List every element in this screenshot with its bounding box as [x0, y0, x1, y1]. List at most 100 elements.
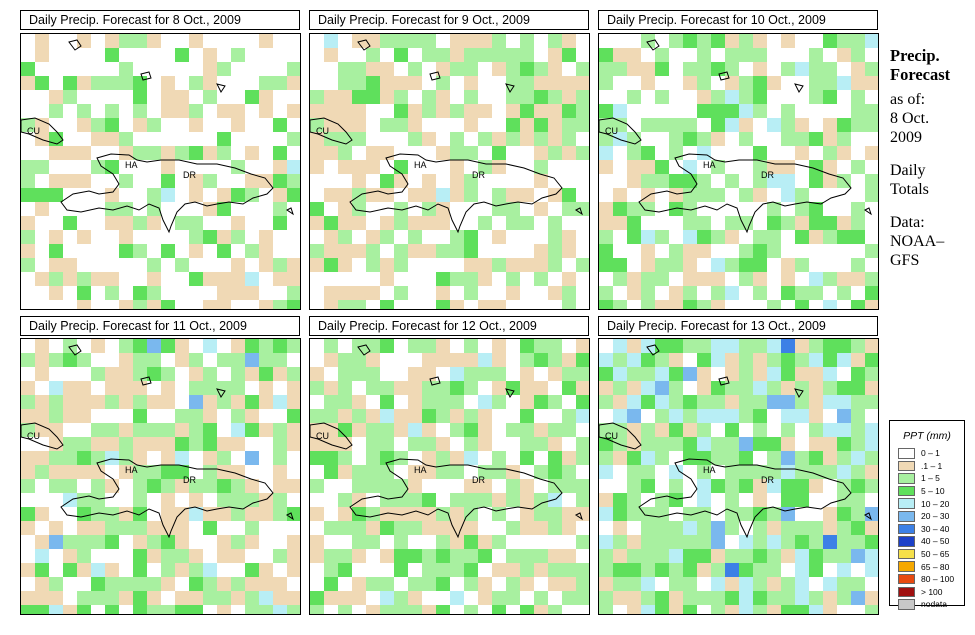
cuba-coastline	[310, 422, 353, 450]
precip-cell	[781, 549, 795, 563]
precip-cell	[119, 353, 133, 367]
precip-cell	[436, 272, 450, 286]
precip-cell	[548, 146, 562, 160]
precip-cell	[548, 286, 562, 300]
precip-cell	[422, 563, 436, 577]
precip-cell	[217, 339, 231, 353]
legend-swatch	[898, 485, 915, 497]
precip-cell	[394, 216, 408, 230]
precip-cell	[366, 132, 380, 146]
precip-cell	[492, 451, 506, 465]
precip-cell	[436, 451, 450, 465]
precip-cell	[119, 423, 133, 437]
precip-cell	[548, 535, 562, 549]
precip-cell	[436, 521, 450, 535]
precip-cell	[338, 62, 352, 76]
precip-cell	[697, 90, 711, 104]
precip-cell	[767, 272, 781, 286]
precip-cell	[49, 286, 63, 300]
precip-cell	[599, 339, 613, 353]
precip-cell	[655, 62, 669, 76]
precip-cell	[464, 409, 478, 423]
precip-cell	[576, 451, 589, 465]
precip-cell	[534, 353, 548, 367]
precip-cell	[613, 104, 627, 118]
precip-cell	[77, 465, 91, 479]
precip-cell	[422, 381, 436, 395]
precip-cell	[520, 507, 534, 521]
precip-cell	[189, 451, 203, 465]
precip-cell	[725, 451, 739, 465]
precip-cell	[576, 535, 589, 549]
precip-cell	[324, 76, 338, 90]
precip-cell	[711, 577, 725, 591]
precip-cell	[310, 160, 324, 174]
precip-cell	[767, 521, 781, 535]
precip-cell	[725, 90, 739, 104]
precip-cell	[217, 244, 231, 258]
precip-cell	[492, 339, 506, 353]
precip-cell	[161, 549, 175, 563]
precip-cell	[352, 300, 366, 309]
precip-cell	[161, 76, 175, 90]
precip-cell	[767, 132, 781, 146]
precip-cell	[865, 132, 878, 146]
precip-cell	[599, 160, 613, 174]
precip-cell	[837, 258, 851, 272]
precip-cell	[627, 188, 641, 202]
precip-cell	[837, 76, 851, 90]
precip-cell	[809, 76, 823, 90]
precip-cell	[338, 104, 352, 118]
precip-cell	[35, 507, 49, 521]
legend-item: 20 – 30	[890, 510, 964, 523]
precip-cell	[725, 535, 739, 549]
precip-cell	[133, 549, 147, 563]
precip-cell	[739, 272, 753, 286]
precip-cell	[464, 104, 478, 118]
precip-cell	[408, 605, 422, 614]
precip-cell	[63, 353, 77, 367]
precip-cell	[809, 286, 823, 300]
precip-cell	[492, 300, 506, 309]
precip-cell	[189, 549, 203, 563]
precip-cell	[464, 423, 478, 437]
precip-cell	[683, 216, 697, 230]
precip-cell	[273, 437, 287, 451]
precip-cell	[394, 591, 408, 605]
precip-cell	[119, 118, 133, 132]
precip-cell	[310, 286, 324, 300]
precip-cell	[352, 451, 366, 465]
precip-cell	[739, 577, 753, 591]
precip-cell	[49, 34, 63, 48]
precip-cell	[287, 465, 300, 479]
precip-cell	[641, 174, 655, 188]
precip-cell	[273, 353, 287, 367]
precip-cell	[394, 188, 408, 202]
precip-cell	[21, 286, 35, 300]
precip-cell	[324, 451, 338, 465]
precip-cell	[520, 367, 534, 381]
precip-cell	[408, 76, 422, 90]
precip-cell	[49, 48, 63, 62]
precip-cell	[795, 160, 809, 174]
precip-cell	[669, 535, 683, 549]
precip-cell	[310, 300, 324, 309]
precip-cell	[175, 591, 189, 605]
precip-cell	[436, 146, 450, 160]
precip-cell	[851, 395, 865, 409]
precip-cell	[287, 479, 300, 493]
precip-cell	[576, 244, 589, 258]
precip-cell	[231, 76, 245, 90]
precip-cell	[105, 132, 119, 146]
precip-cell	[259, 132, 273, 146]
precip-cell	[147, 479, 161, 493]
precip-cell	[287, 76, 300, 90]
precip-cell	[851, 272, 865, 286]
precip-cell	[865, 577, 878, 591]
precip-cell	[175, 286, 189, 300]
precip-cell	[324, 146, 338, 160]
precip-cell	[809, 174, 823, 188]
precip-cell	[436, 395, 450, 409]
precip-cell	[422, 118, 436, 132]
